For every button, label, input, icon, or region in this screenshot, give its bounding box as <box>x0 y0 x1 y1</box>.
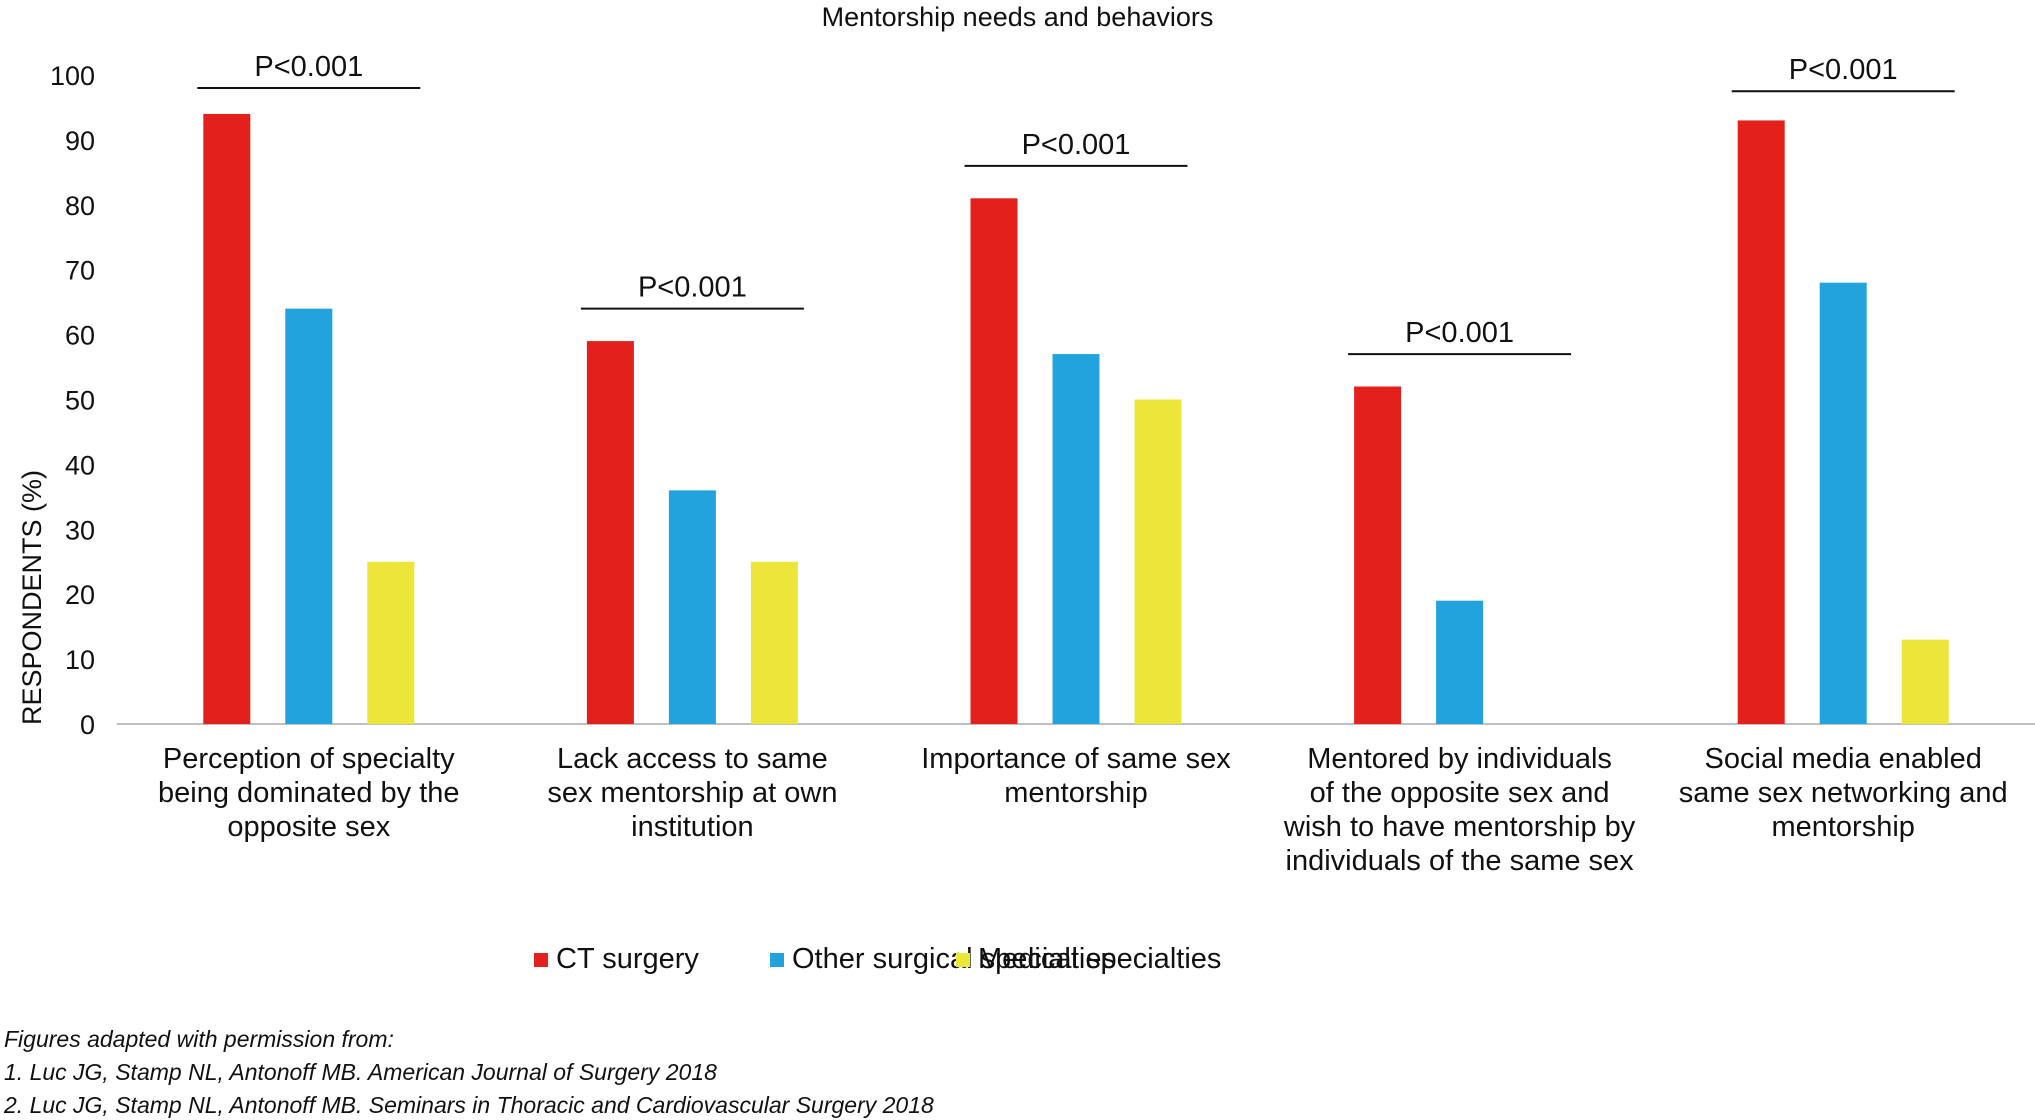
bar-other-surgical-specialties <box>285 308 333 724</box>
legend-swatch <box>956 952 970 967</box>
y-tick-label: 50 <box>65 386 95 416</box>
y-tick-label: 70 <box>65 256 95 286</box>
legend-label: Other surgical specialties <box>792 943 1116 975</box>
bar-other-surgical-specialties <box>1436 600 1484 724</box>
category-label: Social media enabled same sex networking… <box>1678 743 2008 843</box>
bar-medical-specialties <box>1901 639 1949 724</box>
bar-ct-surgery <box>970 198 1018 724</box>
bar-other-surgical-specialties <box>1819 282 1867 724</box>
significance-label: P<0.001 <box>1405 317 1514 349</box>
legend-swatch <box>534 952 548 967</box>
category-label: Mentored by individuals of the opposite … <box>1283 743 1636 877</box>
legend-item: Other surgical specialties <box>770 943 1116 976</box>
bar-ct-surgery <box>1354 386 1402 724</box>
category-label: Lack access to same sex mentorship at ow… <box>547 743 838 843</box>
bar-ct-surgery <box>203 113 251 724</box>
y-tick-label: 10 <box>65 645 95 675</box>
y-tick-label: 100 <box>50 61 95 91</box>
significance-label: P<0.001 <box>1789 54 1898 86</box>
y-tick-label: 60 <box>65 321 95 351</box>
legend-label: Medical specialties <box>978 943 1222 975</box>
significance-label: P<0.001 <box>638 272 747 304</box>
y-tick-label: 20 <box>65 580 95 610</box>
legend-item: Medical specialties <box>956 943 1221 976</box>
significance-label: P<0.001 <box>254 51 363 83</box>
category-label: Importance of same sex mentorship <box>921 743 1231 809</box>
footnote-ref-2: 2. Luc JG, Stamp NL, Antonoff MB. Semina… <box>4 1092 934 1118</box>
bar-ct-surgery <box>586 341 634 724</box>
legend-item: CT surgery <box>534 943 699 976</box>
y-tick-label: 0 <box>80 710 95 740</box>
y-tick-label: 90 <box>65 126 95 156</box>
y-tick-label: 40 <box>65 450 95 480</box>
bar-other-surgical-specialties <box>1052 354 1100 724</box>
bar-other-surgical-specialties <box>668 490 716 724</box>
bar-ct-surgery <box>1737 120 1785 725</box>
bar-medical-specialties <box>750 561 798 724</box>
y-tick-label: 80 <box>65 191 95 221</box>
bar-medical-specialties <box>367 561 415 724</box>
footnote-ref-1: 1. Luc JG, Stamp NL, Antonoff MB. Americ… <box>4 1059 717 1085</box>
significance-label: P<0.001 <box>1022 129 1131 161</box>
category-label: Perception of specialty being dominated … <box>158 743 460 843</box>
y-tick-label: 30 <box>65 515 95 545</box>
chart-title: Mentorship needs and behaviors <box>821 2 1214 32</box>
legend-swatch <box>770 952 784 967</box>
bar-medical-specialties <box>1134 399 1182 724</box>
footnote-intro: Figures adapted with permission from: <box>4 1026 394 1052</box>
legend-label: CT surgery <box>556 943 699 975</box>
